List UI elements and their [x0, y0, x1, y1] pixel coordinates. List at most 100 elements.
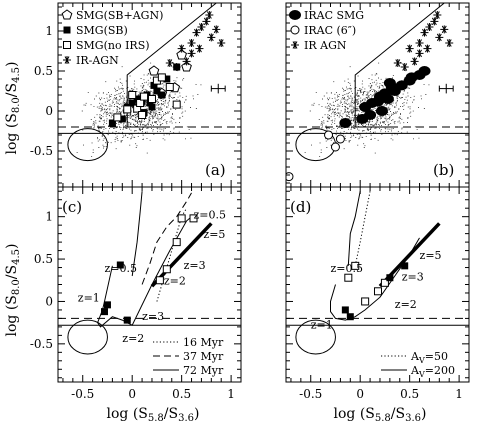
data-point — [165, 59, 174, 67]
legend: SMG(SB+AGN) SMG(SB) SMG(no IRS) IR-AGN — [61, 9, 163, 67]
axis-ticks — [58, 187, 241, 382]
legend-marker — [61, 9, 73, 20]
data-point — [212, 25, 221, 34]
legend: IRAC SMG IRAC (6″) IR AGN — [289, 9, 364, 52]
x-tick-label: 0.5 — [400, 387, 419, 401]
legend-label: 16 Myr — [183, 336, 224, 349]
data-point — [202, 17, 211, 26]
data-point — [118, 115, 126, 123]
track-marker — [100, 308, 108, 316]
power-law-line — [150, 222, 213, 288]
data-point — [148, 103, 156, 111]
data-point — [123, 105, 132, 114]
data-point — [138, 111, 147, 119]
x-tick-label: 1 — [227, 387, 235, 401]
data-point — [172, 63, 181, 71]
y-tick-label: 0.5 — [34, 64, 53, 78]
plot-area: z=0.5 z=5 z=3 z=2 z=1 — [286, 191, 469, 355]
data-point — [172, 100, 181, 109]
track-marker — [401, 262, 409, 270]
panel-label: (a) — [205, 161, 226, 179]
x-tick-label: 0 — [356, 387, 364, 401]
data-point — [181, 61, 192, 72]
track-marker — [351, 261, 360, 270]
x-tick-label: 0 — [128, 387, 136, 401]
data-point — [410, 57, 419, 66]
stellar-circle — [295, 319, 336, 355]
data-point — [430, 17, 439, 26]
error-bar — [210, 83, 226, 94]
data-point — [197, 23, 206, 31]
legend-marker — [290, 25, 300, 35]
track-marker — [386, 274, 394, 282]
redshift-track — [330, 237, 420, 321]
redshift-label: z=3 — [402, 270, 424, 283]
x-axis-label-right: log (S5.8/S3.6) — [334, 406, 427, 424]
track-marker — [341, 306, 349, 314]
redshift-label: z=0.5 — [331, 262, 364, 275]
data-point — [435, 33, 444, 42]
track-marker — [155, 276, 164, 285]
panel-label: (c) — [62, 198, 82, 216]
redshift-label: z=2 — [395, 298, 417, 311]
legend-label: IR AGN — [304, 39, 347, 52]
data-point — [158, 91, 166, 99]
data-point — [195, 44, 204, 53]
data-point — [375, 106, 388, 116]
data-point — [177, 44, 186, 53]
redshift-label: z=1 — [311, 319, 333, 332]
track-marker — [172, 238, 181, 247]
data-point — [128, 91, 137, 99]
data-point — [165, 83, 174, 91]
data-point — [187, 39, 196, 47]
data-point — [418, 66, 431, 76]
y-axis-label-top: log (S8.0/S4.5) — [4, 62, 22, 155]
data-point — [335, 134, 345, 144]
track-marker — [344, 273, 353, 282]
x-tick-label: 1 — [455, 387, 463, 401]
data-point — [148, 65, 160, 76]
data-point — [140, 92, 149, 101]
data-point — [128, 99, 136, 107]
data-point — [339, 118, 352, 128]
data-point — [381, 94, 394, 104]
data-point — [415, 39, 424, 47]
panel-c: z=0.5 z=0.5 z=5 z=3 z=2 z=3 z=1 z=2 -0.5 0 0.5 1 -0.… — [30, 186, 242, 401]
data-point — [113, 113, 122, 122]
plot-area — [58, 3, 241, 162]
legend-label: IRAC SMG — [304, 9, 364, 22]
data-point — [400, 63, 409, 71]
data-point — [330, 142, 340, 152]
agn-wedge — [126, 3, 217, 128]
series-line-0 — [354, 191, 371, 266]
redshift-label: z=3 — [142, 310, 164, 323]
data-point — [420, 28, 429, 37]
x-tick-label: -0.5 — [299, 387, 322, 401]
data-point — [207, 33, 216, 42]
data-point — [153, 87, 161, 95]
data-point — [324, 130, 334, 140]
y-tick-label: -0.5 — [30, 144, 53, 158]
series-line-2 — [131, 191, 143, 277]
stellar-circle — [67, 319, 108, 355]
legend-label: SMG(SB+AGN) — [76, 9, 163, 22]
redshift-label: z=2 — [122, 332, 144, 345]
panel-label: (d) — [290, 198, 311, 216]
axis-ticks — [58, 3, 241, 187]
redshift-label: z=5 — [420, 249, 442, 262]
track-marker — [373, 287, 382, 296]
redshift-label: z=5 — [203, 228, 225, 241]
track-marker — [361, 297, 370, 306]
data-point — [147, 95, 156, 103]
x-tick-label: 0.5 — [172, 387, 191, 401]
x-axis-label-left: log (S5.8/S3.6) — [107, 406, 200, 424]
agn-wedge — [354, 3, 445, 128]
series-line-1 — [141, 192, 192, 285]
track-marker — [103, 301, 111, 309]
legend-marker — [63, 26, 71, 34]
series-line-1 — [347, 191, 361, 266]
data-point — [150, 81, 158, 89]
y-tick-label: 1 — [45, 24, 53, 38]
data-point — [425, 23, 434, 31]
